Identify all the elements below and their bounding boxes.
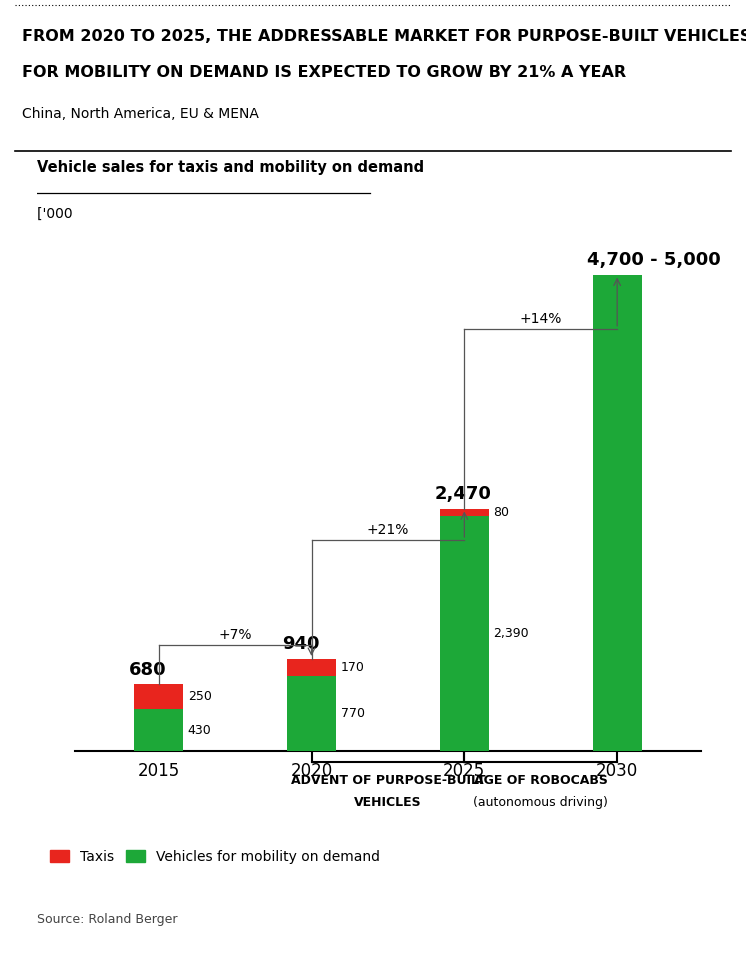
Text: VEHICLES: VEHICLES — [354, 796, 421, 809]
Text: 170: 170 — [340, 660, 364, 674]
Text: 940: 940 — [282, 635, 319, 654]
Text: China, North America, EU & MENA: China, North America, EU & MENA — [22, 107, 260, 122]
Text: 680: 680 — [129, 661, 166, 679]
Bar — [287, 658, 336, 676]
Bar — [134, 709, 183, 751]
Text: ['000 units, CAGR]: ['000 units, CAGR] — [37, 207, 165, 221]
Bar — [440, 508, 489, 517]
Text: 770: 770 — [340, 707, 365, 720]
Text: ADVENT OF PURPOSE-BUILT: ADVENT OF PURPOSE-BUILT — [291, 773, 485, 787]
Text: 2,390: 2,390 — [493, 628, 529, 640]
Bar — [593, 275, 642, 751]
Text: +21%: +21% — [367, 523, 409, 537]
Text: 2,470: 2,470 — [434, 485, 492, 503]
Text: 4,700 - 5,000: 4,700 - 5,000 — [587, 252, 721, 269]
Text: 430: 430 — [188, 723, 211, 737]
Bar — [134, 684, 183, 709]
Text: +14%: +14% — [519, 312, 562, 325]
Legend: Taxis, Vehicles for mobility on demand: Taxis, Vehicles for mobility on demand — [44, 844, 386, 869]
Text: 80: 80 — [493, 506, 510, 519]
Text: (autonomous driving): (autonomous driving) — [473, 796, 608, 809]
Text: FOR MOBILITY ON DEMAND IS EXPECTED TO GROW BY 21% A YEAR: FOR MOBILITY ON DEMAND IS EXPECTED TO GR… — [22, 65, 627, 80]
Bar — [440, 517, 489, 751]
Text: Vehicle sales for taxis and mobility on demand: Vehicle sales for taxis and mobility on … — [37, 160, 424, 175]
Text: 250: 250 — [188, 690, 212, 703]
Text: Source: Roland Berger: Source: Roland Berger — [37, 913, 178, 926]
Text: AGE OF ROBOCABS: AGE OF ROBOCABS — [474, 773, 608, 787]
Text: +7%: +7% — [219, 628, 252, 642]
Text: FROM 2020 TO 2025, THE ADDRESSABLE MARKET FOR PURPOSE-BUILT VEHICLES: FROM 2020 TO 2025, THE ADDRESSABLE MARKE… — [22, 30, 746, 44]
Bar — [287, 676, 336, 751]
